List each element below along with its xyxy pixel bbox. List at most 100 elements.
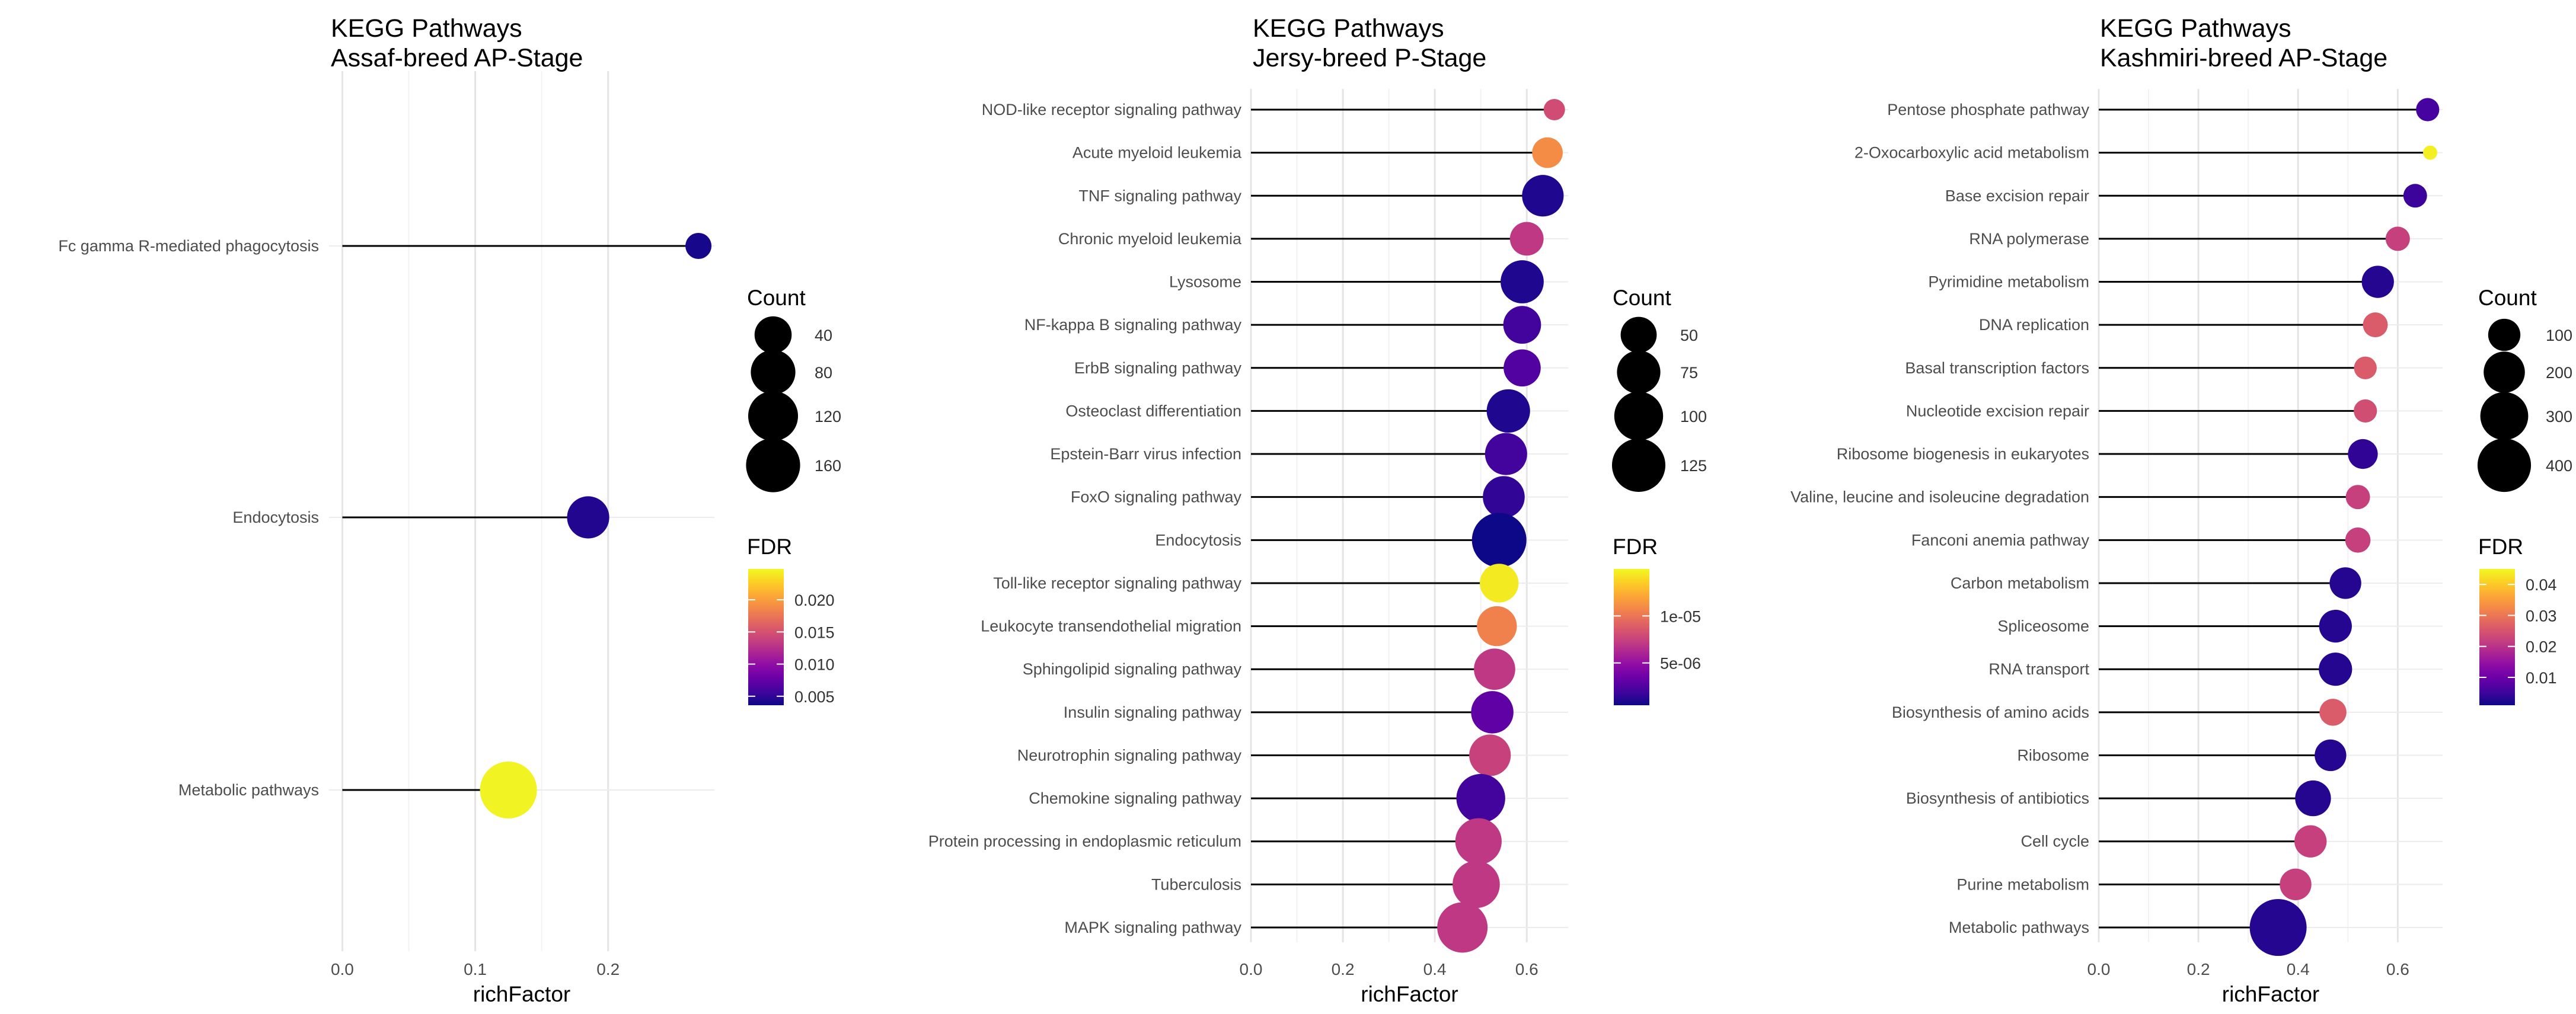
gridlines <box>1250 89 1568 942</box>
point <box>2416 98 2440 121</box>
category-label: FoxO signaling pathway <box>1071 488 1242 506</box>
point <box>2319 699 2347 726</box>
fdr-legend-label: 0.02 <box>2526 638 2557 656</box>
x-tick-label: 0.4 <box>1423 960 1447 978</box>
category-label: Tuberculosis <box>1151 875 1241 893</box>
fdr-legend-title: FDR <box>2478 535 2523 559</box>
category-label: 2-Oxocarboxylic acid metabolism <box>1854 144 2089 162</box>
category-label: Acute myeloid leukemia <box>1072 144 1242 162</box>
chart-subtitle: Jersy-breed P-Stage <box>1253 44 1486 72</box>
x-axis-label: richFactor <box>1361 982 1458 1006</box>
category-label: Ribosome <box>2017 746 2089 764</box>
fdr-legend-label: 0.04 <box>2526 576 2557 594</box>
point <box>2294 825 2327 858</box>
count-legend-key <box>1620 316 1657 353</box>
point <box>1486 389 1530 433</box>
x-tick-label: 0.2 <box>2187 960 2210 978</box>
point <box>1477 606 1517 647</box>
point <box>2329 567 2361 599</box>
category-label: Basal transcription factors <box>1905 359 2089 377</box>
count-legend-label: 300 <box>2546 408 2572 426</box>
point <box>1543 99 1565 120</box>
count-legend-label: 80 <box>815 364 832 382</box>
category-label: Biosynthesis of amino acids <box>1892 703 2089 721</box>
category-label: Neurotrophin signaling pathway <box>1017 746 1242 764</box>
category-label: Carbon metabolism <box>1951 574 2089 592</box>
category-label: Valine, leucine and isoleucine degradati… <box>1790 488 2089 506</box>
category-label: Nucleotide excision repair <box>1906 402 2089 420</box>
category-label: Metabolic pathways <box>178 781 319 799</box>
point <box>2295 780 2331 817</box>
category-label: Insulin signaling pathway <box>1064 703 1242 721</box>
fdr-legend-label: 1e-05 <box>1660 607 1701 625</box>
fdr-legend-label: 0.015 <box>794 623 835 641</box>
count-legend-key <box>1611 438 1666 492</box>
category-label: Lysosome <box>1169 273 1241 291</box>
point <box>2345 485 2370 510</box>
point <box>1471 513 1527 568</box>
point <box>1483 476 1525 518</box>
fdr-colorbar <box>748 569 784 705</box>
category-label: Protein processing in endoplasmic reticu… <box>928 833 1241 850</box>
category-label: Base excision repair <box>1945 187 2089 204</box>
category-label: Endocytosis <box>1155 531 1241 549</box>
category-label: Osteoclast differentiation <box>1065 402 1241 420</box>
category-label: Metabolic pathways <box>1949 919 2089 936</box>
point <box>1437 902 1488 953</box>
fdr-colorbar <box>1614 569 1649 705</box>
count-legend-label: 40 <box>815 327 832 344</box>
category-label: Purine metabolism <box>1956 875 2089 893</box>
count-legend-title: Count <box>747 286 806 310</box>
category-label: Spliceosome <box>1997 618 2089 635</box>
point <box>1501 260 1544 303</box>
category-label: Sphingolipid signaling pathway <box>1023 660 1242 678</box>
fdr-legend-label: 0.010 <box>794 656 835 674</box>
count-legend-key <box>2477 438 2532 492</box>
point <box>1474 648 1515 690</box>
chart-title: KEGG Pathways <box>331 14 522 43</box>
fdr-legend-label: 0.005 <box>794 688 835 706</box>
x-tick-label: 0.0 <box>2087 960 2111 978</box>
point <box>1509 222 1544 256</box>
chart-title: KEGG Pathways <box>1253 14 1444 43</box>
point <box>1504 349 1541 387</box>
category-label: Pentose phosphate pathway <box>1887 101 2089 119</box>
point <box>2354 399 2377 423</box>
fdr-legend-label: 5e-06 <box>1660 655 1701 673</box>
point <box>1453 861 1500 909</box>
category-label: Leukocyte transendothelial migration <box>981 618 1241 635</box>
category-label: TNF signaling pathway <box>1078 187 1241 204</box>
count-legend-title: Count <box>1613 286 1671 310</box>
chart-subtitle: Assaf-breed AP-Stage <box>331 44 583 72</box>
category-label: Toll-like receptor signaling pathway <box>993 574 1241 592</box>
count-legend-label: 200 <box>2546 364 2572 382</box>
category-label: Fanconi anemia pathway <box>1911 531 2090 549</box>
x-tick-label: 0.2 <box>596 960 620 978</box>
count-legend-label: 400 <box>2546 457 2572 475</box>
x-tick-label: 0.0 <box>331 960 354 978</box>
point <box>480 762 537 818</box>
category-label: Biosynthesis of antibiotics <box>1906 789 2089 807</box>
count-legend-label: 160 <box>815 457 841 475</box>
count-legend-key <box>2480 392 2529 440</box>
point <box>1471 691 1514 734</box>
category-label: Epstein-Barr virus infection <box>1050 445 1241 463</box>
x-tick-label: 0.1 <box>464 960 487 978</box>
point <box>2422 145 2437 160</box>
point <box>2354 356 2377 379</box>
point <box>2385 226 2410 251</box>
x-tick-label: 0.4 <box>2287 960 2310 978</box>
point <box>2315 739 2347 772</box>
x-tick-label: 0.2 <box>1332 960 1355 978</box>
point <box>2249 899 2307 956</box>
x-tick-label: 0.6 <box>2386 960 2409 978</box>
count-legend-key <box>1614 391 1664 441</box>
chart-title: KEGG Pathways <box>2100 14 2291 43</box>
category-label: RNA polymerase <box>1969 230 2089 248</box>
fdr-colorbar <box>2479 569 2515 705</box>
category-label: MAPK signaling pathway <box>1064 919 1241 936</box>
fdr-legend-label: 0.03 <box>2526 607 2557 625</box>
